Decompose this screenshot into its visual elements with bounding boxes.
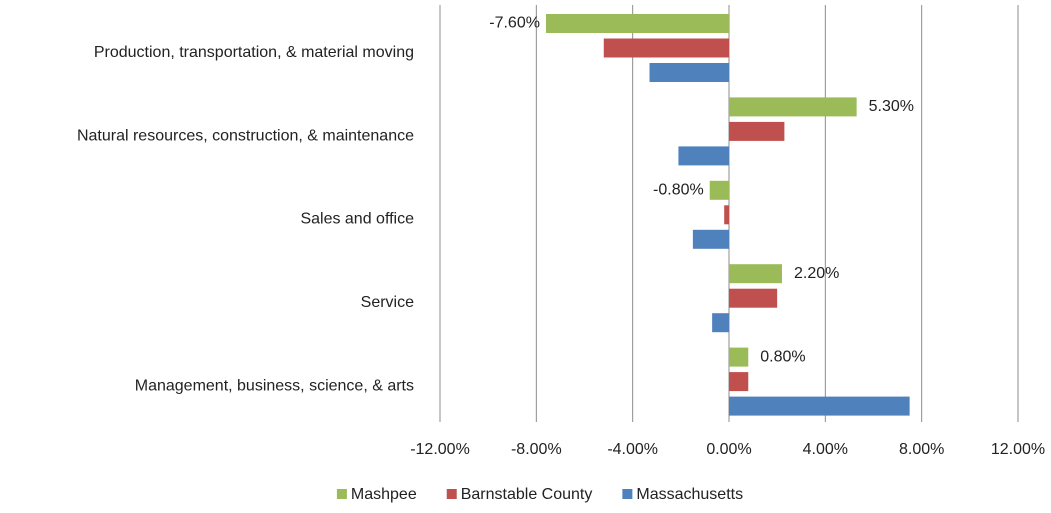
- legend-label: Mashpee: [351, 486, 417, 503]
- x-tick-label: -8.00%: [511, 441, 562, 458]
- x-tick-label: 0.00%: [706, 441, 751, 458]
- bar: [649, 63, 729, 82]
- y-tick-label: Management, business, science, & arts: [135, 378, 414, 395]
- bar: [729, 347, 749, 367]
- legend-swatch: [336, 489, 347, 499]
- x-tick-label: 12.00%: [991, 441, 1045, 458]
- bar: [709, 180, 729, 200]
- y-tick-label: Sales and office: [300, 211, 414, 228]
- x-tick-label: -12.00%: [410, 441, 470, 458]
- x-tick-label: 8.00%: [899, 441, 944, 458]
- bar: [678, 146, 729, 166]
- legend-swatch: [622, 489, 633, 499]
- value-label: -0.80%: [653, 182, 704, 199]
- bar: [729, 372, 749, 392]
- bar: [724, 205, 729, 225]
- bar: [729, 264, 782, 284]
- value-label: 2.20%: [794, 265, 839, 282]
- bar: [729, 97, 857, 117]
- bar: [729, 396, 910, 416]
- bar: [712, 313, 729, 333]
- bar: [603, 38, 729, 58]
- x-tick-label: 4.00%: [803, 441, 848, 458]
- value-label: -7.60%: [489, 15, 540, 32]
- y-tick-label: Production, transportation, & material m…: [94, 44, 414, 61]
- legend-label: Massachusetts: [636, 486, 743, 503]
- value-label: 0.80%: [760, 348, 805, 365]
- y-tick-label: Natural resources, construction, & maint…: [77, 127, 414, 144]
- bar: [729, 121, 785, 141]
- bar: [729, 288, 778, 308]
- legend-swatch: [446, 489, 457, 499]
- y-tick-label: Service: [361, 294, 414, 311]
- bar: [692, 229, 729, 249]
- x-tick-label: -4.00%: [607, 441, 658, 458]
- legend-label: Barnstable County: [461, 486, 593, 503]
- value-label: 5.30%: [869, 98, 914, 115]
- bar: [545, 14, 729, 33]
